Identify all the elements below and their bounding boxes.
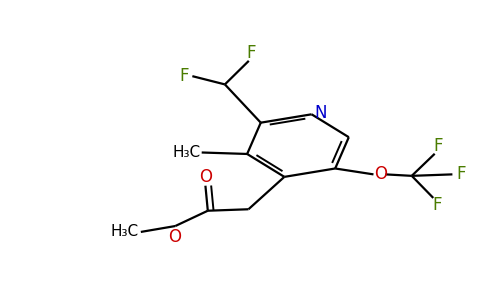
Text: F: F <box>179 67 188 85</box>
Text: F: F <box>456 165 466 183</box>
Text: O: O <box>375 165 388 183</box>
Text: N: N <box>314 104 327 122</box>
Text: H₃C: H₃C <box>110 224 138 239</box>
Text: O: O <box>168 227 181 245</box>
Text: O: O <box>199 168 212 186</box>
Text: F: F <box>246 44 256 62</box>
Text: F: F <box>434 137 443 155</box>
Text: F: F <box>432 196 442 214</box>
Text: H₃C: H₃C <box>173 145 201 160</box>
